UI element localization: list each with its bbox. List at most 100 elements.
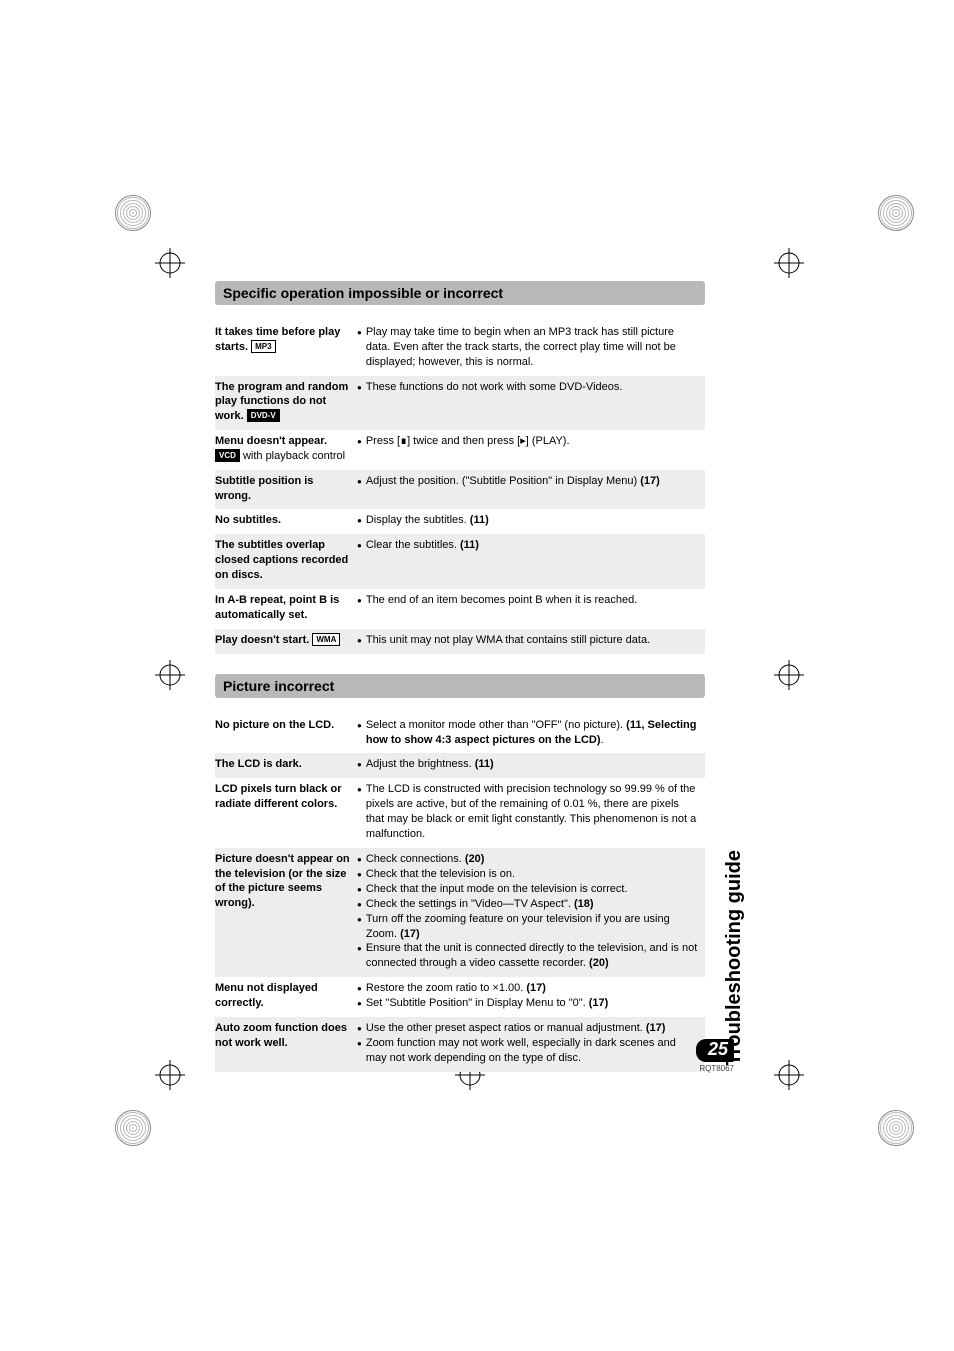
solution-line: ●Use the other preset aspect ratios or m… [357,1021,699,1036]
table-row: Auto zoom function does not work well.●U… [215,1017,705,1072]
table-row: The program and random play functions do… [215,376,705,431]
bullet-icon: ● [357,474,362,489]
bullet-icon: ● [357,513,362,528]
crosshair-icon [774,248,804,278]
solution-line: ●Check that the input mode on the televi… [357,882,699,897]
solution-cell: ●These functions do not work with some D… [357,376,705,431]
problem-cell: Picture doesn't appear on the television… [215,848,357,977]
solution-line: ●Zoom function may not work well, especi… [357,1036,699,1066]
table-row: The LCD is dark.●Adjust the brightness. … [215,753,705,778]
crosshair-icon [774,660,804,690]
bullet-icon: ● [357,897,362,912]
table-row: Picture doesn't appear on the television… [215,848,705,977]
solution-line: ●Select a monitor mode other than "OFF" … [357,718,699,748]
solution-line: ●Check the settings in "Video—TV Aspect"… [357,897,699,912]
solution-cell: ●The LCD is constructed with precision t… [357,778,705,847]
solution-line: ●Adjust the brightness. (11) [357,757,699,772]
solution-line: ●Restore the zoom ratio to ×1.00. (17) [357,981,699,996]
table-row: Subtitle position is wrong.●Adjust the p… [215,470,705,510]
problem-cell: It takes time before play starts. MP3 [215,321,357,376]
solution-cell: ●Restore the zoom ratio to ×1.00. (17)●S… [357,977,705,1017]
format-badge: WMA [312,633,340,646]
solution-line: ●Turn off the zooming feature on your te… [357,912,699,942]
side-section-title: Troubleshooting guide [723,850,746,1066]
solution-line: ●Check that the television is on. [357,867,699,882]
bullet-icon: ● [357,325,362,370]
table-row: No picture on the LCD.●Select a monitor … [215,714,705,754]
problem-cell: In A-B repeat, point B is automatically … [215,589,357,629]
bullet-icon: ● [357,981,362,996]
table-row: Play doesn't start. WMA●This unit may no… [215,629,705,654]
table-row: LCD pixels turn black or radiate differe… [215,778,705,847]
solution-line: ●These functions do not work with some D… [357,380,699,395]
doc-code: RQT8067 [696,1064,734,1073]
troubleshooting-table: No picture on the LCD.●Select a monitor … [215,714,705,1072]
bullet-icon: ● [357,852,362,867]
problem-cell: Auto zoom function does not work well. [215,1017,357,1072]
crosshair-icon [774,1060,804,1090]
print-mark-icon [878,195,914,231]
solution-line: ●Display the subtitles. (11) [357,513,699,528]
problem-cell: No subtitles. [215,509,357,534]
bullet-icon: ● [357,633,362,648]
solution-cell: ●The end of an item becomes point B when… [357,589,705,629]
page-number-block: 25 RQT8067 [696,1039,734,1073]
bullet-icon: ● [357,718,362,748]
problem-cell: Subtitle position is wrong. [215,470,357,510]
table-row: Menu not displayed correctly.●Restore th… [215,977,705,1017]
solution-line: ●Adjust the position. ("Subtitle Positio… [357,474,699,489]
solution-cell: ●Use the other preset aspect ratios or m… [357,1017,705,1072]
solution-line: ●This unit may not play WMA that contain… [357,633,699,648]
bullet-icon: ● [357,941,362,971]
solution-cell: ●Press [∎] twice and then press [▸] (PLA… [357,430,705,470]
bullet-icon: ● [357,434,362,449]
troubleshooting-table: It takes time before play starts. MP3●Pl… [215,321,705,654]
bullet-icon: ● [357,912,362,942]
table-row: Menu doesn't appear. VCD with playback c… [215,430,705,470]
bullet-icon: ● [357,996,362,1011]
table-row: The subtitles overlap closed captions re… [215,534,705,589]
table-row: It takes time before play starts. MP3●Pl… [215,321,705,376]
solution-cell: ●Select a monitor mode other than "OFF" … [357,714,705,754]
bullet-icon: ● [357,538,362,553]
section-header: Specific operation impossible or incorre… [215,281,705,305]
page-number: 25 [696,1039,734,1062]
print-mark-icon [878,1110,914,1146]
problem-cell: No picture on the LCD. [215,714,357,754]
bullet-icon: ● [357,757,362,772]
solution-cell: ●Adjust the position. ("Subtitle Positio… [357,470,705,510]
solution-line: ●Press [∎] twice and then press [▸] (PLA… [357,434,699,449]
table-row: In A-B repeat, point B is automatically … [215,589,705,629]
print-mark-icon [115,195,151,231]
solution-cell: ●Clear the subtitles. (11) [357,534,705,589]
bullet-icon: ● [357,867,362,882]
problem-cell: The LCD is dark. [215,753,357,778]
solution-line: ●The LCD is constructed with precision t… [357,782,699,841]
problem-cell: The program and random play functions do… [215,376,357,431]
format-badge: VCD [215,449,240,462]
bullet-icon: ● [357,380,362,395]
solution-cell: ●This unit may not play WMA that contain… [357,629,705,654]
solution-line: ●Ensure that the unit is connected direc… [357,941,699,971]
format-badge: DVD-V [247,409,280,422]
crosshair-icon [155,1060,185,1090]
crosshair-icon [155,248,185,278]
problem-cell: Menu doesn't appear. VCD with playback c… [215,430,357,470]
format-badge: MP3 [251,340,275,353]
section-header: Picture incorrect [215,674,705,698]
problem-cell: Play doesn't start. WMA [215,629,357,654]
solution-line: ●Play may take time to begin when an MP3… [357,325,699,370]
bullet-icon: ● [357,782,362,841]
print-mark-icon [115,1110,151,1146]
bullet-icon: ● [357,1036,362,1066]
bullet-icon: ● [357,593,362,608]
solution-line: ●The end of an item becomes point B when… [357,593,699,608]
solution-cell: ●Play may take time to begin when an MP3… [357,321,705,376]
problem-cell: Menu not displayed correctly. [215,977,357,1017]
solution-cell: ●Display the subtitles. (11) [357,509,705,534]
page-content: Specific operation impossible or incorre… [215,281,705,1072]
solution-line: ●Clear the subtitles. (11) [357,538,699,553]
solution-cell: ●Check connections. (20)●Check that the … [357,848,705,977]
solution-line: ●Check connections. (20) [357,852,699,867]
solution-cell: ●Adjust the brightness. (11) [357,753,705,778]
